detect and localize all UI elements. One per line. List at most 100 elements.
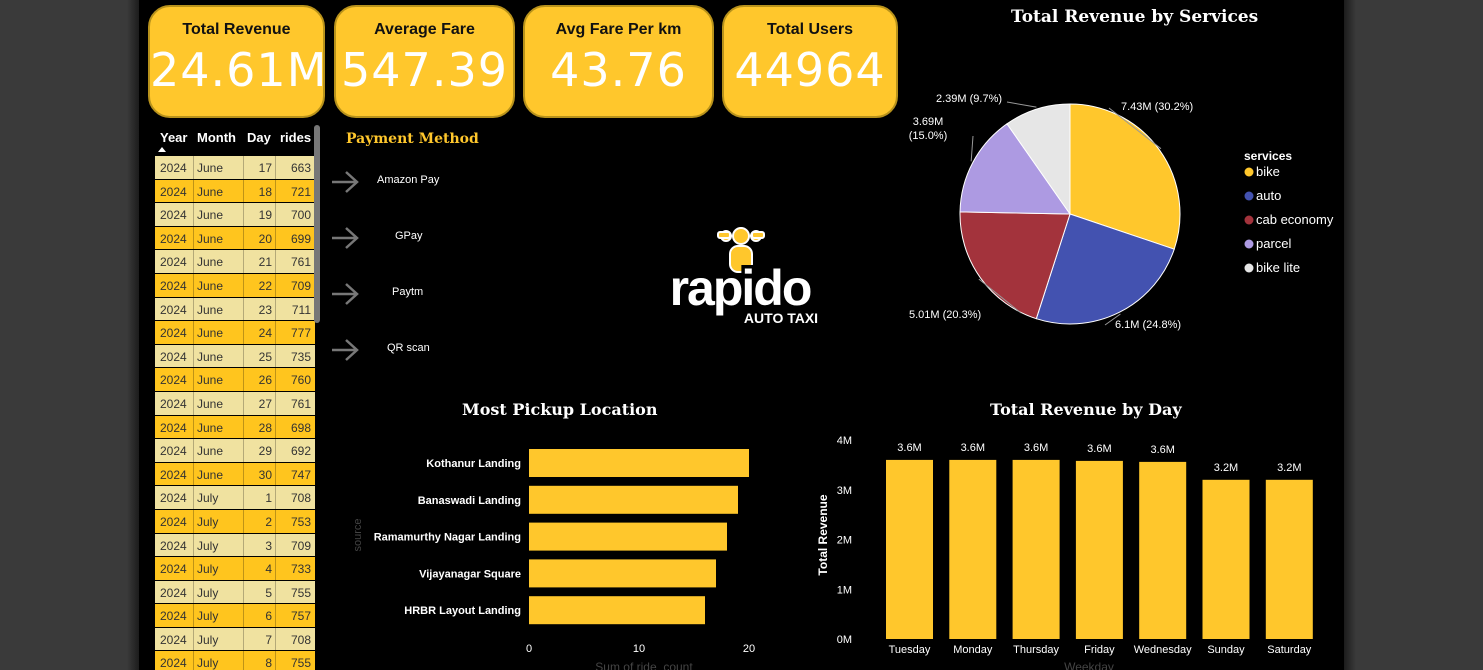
cell-day: 23: [258, 302, 272, 317]
services-pie-chart[interactable]: 7.43M (30.2%) 6.1M (24.8%) 5.01M (20.3%) 3.…: [899, 80, 1344, 350]
cell-year: 2024: [160, 585, 187, 600]
cell-day: 26: [258, 373, 272, 388]
header-day[interactable]: Day: [247, 130, 271, 145]
leader-line: [978, 278, 1022, 314]
table-row[interactable]: 2024 July 6 757: [155, 604, 315, 628]
table-row[interactable]: 2024 June 30 747: [155, 462, 315, 487]
bar[interactable]: [529, 485, 738, 514]
revenue-by-day-chart[interactable]: Total Revenue 0M 1M 2M 3M 4M 3.6M Tuesday 3.6M Mo…: [809, 425, 1339, 670]
day-chart-title: Total Revenue by Day: [990, 400, 1182, 419]
bar[interactable]: [529, 522, 727, 551]
sort-ascending-icon[interactable]: [158, 147, 166, 152]
table-row[interactable]: 2024 June 27 761: [155, 391, 315, 416]
table-row[interactable]: 2024 June 24 777: [155, 321, 315, 345]
pie-slice-auto[interactable]: [1035, 213, 1175, 325]
header-month[interactable]: Month: [197, 130, 236, 145]
cell-month: July: [197, 656, 219, 670]
cell-day: 6: [265, 609, 272, 624]
slice-label: 2.39M (9.7%): [936, 93, 1002, 105]
bar[interactable]: [529, 559, 716, 588]
slice-label: 7.43M (30.2%): [1121, 101, 1193, 113]
legend-item[interactable]: cab economy: [1256, 212, 1334, 227]
cell-month: June: [197, 444, 224, 459]
payment-method-label: Paytm: [392, 286, 424, 298]
cell-month: June: [197, 420, 224, 435]
legend-item[interactable]: bike lite: [1256, 260, 1300, 275]
cell-month: June: [197, 373, 224, 388]
services-chart-title: Total Revenue by Services: [1011, 7, 1259, 27]
kpi-total-revenue[interactable]: Total Revenue 24.61M: [148, 5, 326, 118]
table-row[interactable]: 2024 July 3 709: [155, 533, 315, 558]
category-label: Sunday: [1207, 644, 1245, 656]
kpi-total-users[interactable]: Total Users 44964: [722, 5, 898, 118]
cell-rides: 753: [290, 514, 311, 529]
rides-table[interactable]: Year Month Day rides 2024 June 17 663 2024 Ju…: [155, 125, 315, 670]
y-tick-label: 1M: [837, 584, 852, 596]
legend-item[interactable]: parcel: [1256, 236, 1292, 251]
table-row[interactable]: 2024 July 7 708: [155, 627, 315, 652]
table-row[interactable]: 2024 June 22 709: [155, 273, 315, 298]
bar[interactable]: [529, 596, 705, 625]
table-row[interactable]: 2024 June 18 721: [155, 179, 315, 204]
cell-rides: 708: [290, 491, 311, 506]
cell-year: 2024: [160, 278, 187, 293]
category-label: HRBR Layout Landing: [404, 605, 521, 617]
cell-day: 29: [258, 444, 272, 459]
pie-slice-parcel[interactable]: [959, 123, 1071, 215]
y-axis-label: Total Revenue: [816, 494, 830, 575]
table-row[interactable]: 2024 July 2 753: [155, 509, 315, 534]
cell-month: June: [197, 208, 224, 223]
legend-item[interactable]: auto: [1256, 188, 1281, 203]
cell-day: 4: [265, 562, 272, 577]
bar[interactable]: [1202, 479, 1250, 639]
table-row[interactable]: 2024 July 1 708: [155, 486, 315, 510]
pie-slice-bike-lite[interactable]: [1006, 103, 1071, 216]
table-row[interactable]: 2024 July 8 755: [155, 651, 315, 670]
kpi-average-fare[interactable]: Average Fare 547.39: [334, 5, 515, 118]
table-row[interactable]: 2024 June 26 760: [155, 368, 315, 392]
kpi-avg-fare-per-km[interactable]: Avg Fare Per km 43.76: [523, 5, 714, 118]
cell-day: 7: [265, 632, 272, 647]
payment-method-item[interactable]: Paytm: [329, 277, 469, 311]
payment-method-item[interactable]: GPay: [329, 221, 469, 255]
payment-method-item[interactable]: QR scan: [329, 333, 469, 367]
bar[interactable]: [1265, 479, 1313, 639]
table-row[interactable]: 2024 June 20 699: [155, 226, 315, 251]
kpi-value: 43.76: [550, 43, 687, 97]
category-label: Ramamurthy Nagar Landing: [374, 532, 521, 544]
cell-day: 2: [265, 514, 272, 529]
table-row[interactable]: 2024 June 21 761: [155, 250, 315, 274]
bar[interactable]: [529, 449, 749, 477]
table-row[interactable]: 2024 June 29 692: [155, 439, 315, 463]
bar[interactable]: [1012, 459, 1060, 639]
table-row[interactable]: 2024 June 28 698: [155, 415, 315, 440]
header-year[interactable]: Year: [160, 130, 188, 145]
leader-line: [1104, 313, 1121, 326]
cell-rides: 760: [290, 373, 311, 388]
pie-slice-bike[interactable]: [1069, 103, 1181, 250]
data-label: 3.6M: [1150, 444, 1174, 456]
pie-slice-cab-economy[interactable]: [959, 211, 1071, 320]
cell-day: 27: [258, 396, 272, 411]
legend-marker: [1244, 167, 1254, 177]
cell-month: July: [197, 609, 219, 624]
bar[interactable]: [949, 459, 997, 639]
table-row[interactable]: 2024 June 23 711: [155, 297, 315, 322]
table-row[interactable]: 2024 June 25 735: [155, 344, 315, 369]
bar[interactable]: [886, 459, 933, 639]
table-row[interactable]: 2024 July 5 755: [155, 580, 315, 605]
legend-item[interactable]: bike: [1256, 164, 1280, 179]
bar[interactable]: [1139, 461, 1187, 639]
table-row[interactable]: 2024 July 4 733: [155, 557, 315, 581]
table-scrollbar[interactable]: [314, 125, 320, 323]
payment-method-title: Payment Method: [346, 131, 479, 147]
table-row[interactable]: 2024 June 17 663: [155, 156, 315, 180]
payment-method-item[interactable]: Amazon Pay: [329, 165, 469, 199]
table-body: 2024 June 17 663 2024 June 18 721 2024 June 19 700 2…: [155, 156, 315, 670]
data-label: 3.6M: [961, 442, 985, 454]
bar[interactable]: [1075, 460, 1123, 639]
pickup-location-chart[interactable]: source Kothanur Landing Banaswadi Landing R…: [339, 425, 779, 670]
header-rides[interactable]: rides: [280, 130, 312, 145]
x-tick-label: 0: [526, 643, 532, 655]
table-row[interactable]: 2024 June 19 700: [155, 203, 315, 227]
